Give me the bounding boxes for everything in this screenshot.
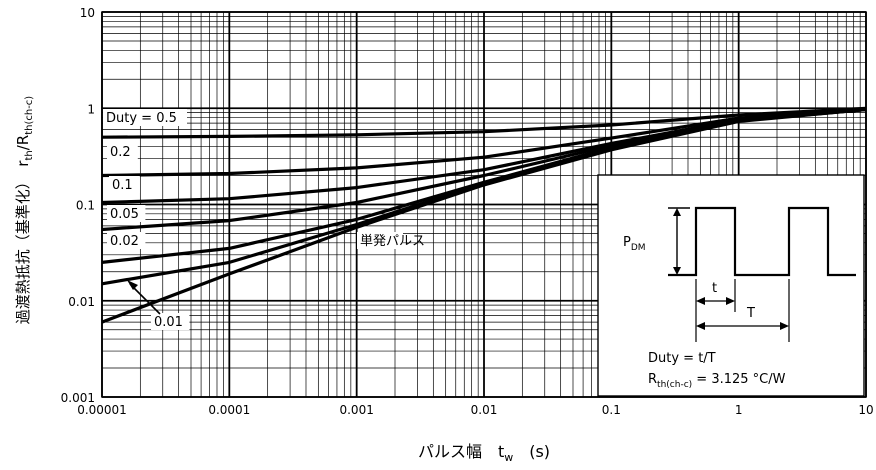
t-arrowhead-right bbox=[726, 297, 735, 305]
series-label: 0.2 bbox=[110, 145, 131, 160]
pulse-inset: PDM t T Duty = t/T Rth(ch-c) = 3.125 °C/W bbox=[597, 174, 865, 397]
series-label: 単発パルス bbox=[360, 233, 425, 249]
y-tick-label: 0.1 bbox=[76, 199, 95, 213]
y-tick-label: 0.01 bbox=[68, 295, 95, 309]
y-tick-label: 1 bbox=[87, 102, 95, 116]
series-label: 0.02 bbox=[110, 234, 139, 249]
duty-formula: Duty = t/T bbox=[648, 351, 716, 366]
label-arrow-line bbox=[129, 283, 161, 315]
pdm-arrowhead-down bbox=[673, 267, 681, 275]
series-label-bg bbox=[107, 205, 146, 222]
pulse-waveform bbox=[668, 206, 856, 277]
rth-value: Rth(ch-c) = 3.125 °C/W bbox=[648, 372, 786, 390]
series-label-bg bbox=[357, 232, 403, 249]
y-tick-label: 10 bbox=[80, 6, 95, 20]
series-layer bbox=[101, 106, 867, 324]
series-label-bg bbox=[107, 143, 138, 160]
pdm-label: PDM bbox=[623, 235, 646, 253]
inset-box bbox=[597, 174, 865, 397]
series-line-6 bbox=[101, 107, 867, 324]
series-labels: Duty = 0.5 0.2 0.1 0.05 0.02 0.01 単発パルス bbox=[103, 109, 425, 330]
plot-frame bbox=[101, 11, 867, 398]
x-tick-label: 0.00001 bbox=[77, 403, 127, 417]
t-label: t bbox=[712, 281, 717, 296]
x-axis-label: パルス幅 tw (s) bbox=[418, 442, 550, 464]
series-label: 0.01 bbox=[154, 315, 183, 330]
x-tick-label: 0.0001 bbox=[208, 403, 250, 417]
x-tick-label: 1 bbox=[735, 403, 743, 417]
x-tick-label: 0.001 bbox=[339, 403, 373, 417]
y-axis-label: 過渡熱抵抗（基準化） rth/Rth(ch-c) bbox=[14, 96, 35, 325]
series-label: 0.05 bbox=[110, 207, 139, 222]
y-tick-labels: 0.001 0.01 0.1 1 10 bbox=[61, 6, 95, 405]
series-line-0 bbox=[101, 106, 867, 139]
label-arrowhead bbox=[127, 280, 138, 290]
series-label: 0.1 bbox=[112, 178, 133, 193]
x-tick-label: 0.1 bbox=[602, 403, 621, 417]
pdm-arrowhead-up bbox=[673, 208, 681, 216]
T-arrowhead-right bbox=[780, 322, 789, 330]
series-label-bg bbox=[107, 232, 146, 249]
x-tick-label: 10 bbox=[858, 403, 873, 417]
series-label-bg bbox=[151, 313, 190, 330]
y-tick-label: 0.001 bbox=[61, 391, 95, 405]
t-arrowhead-left bbox=[696, 297, 705, 305]
x-tick-label: 0.01 bbox=[471, 403, 498, 417]
series-label-bg bbox=[103, 109, 187, 126]
series-label: Duty = 0.5 bbox=[106, 111, 177, 126]
T-arrowhead-left bbox=[696, 322, 705, 330]
series-label-bg bbox=[109, 176, 140, 193]
x-tick-labels: 0.00001 0.0001 0.001 0.01 0.1 1 10 bbox=[77, 403, 873, 417]
T-label: T bbox=[746, 306, 755, 321]
